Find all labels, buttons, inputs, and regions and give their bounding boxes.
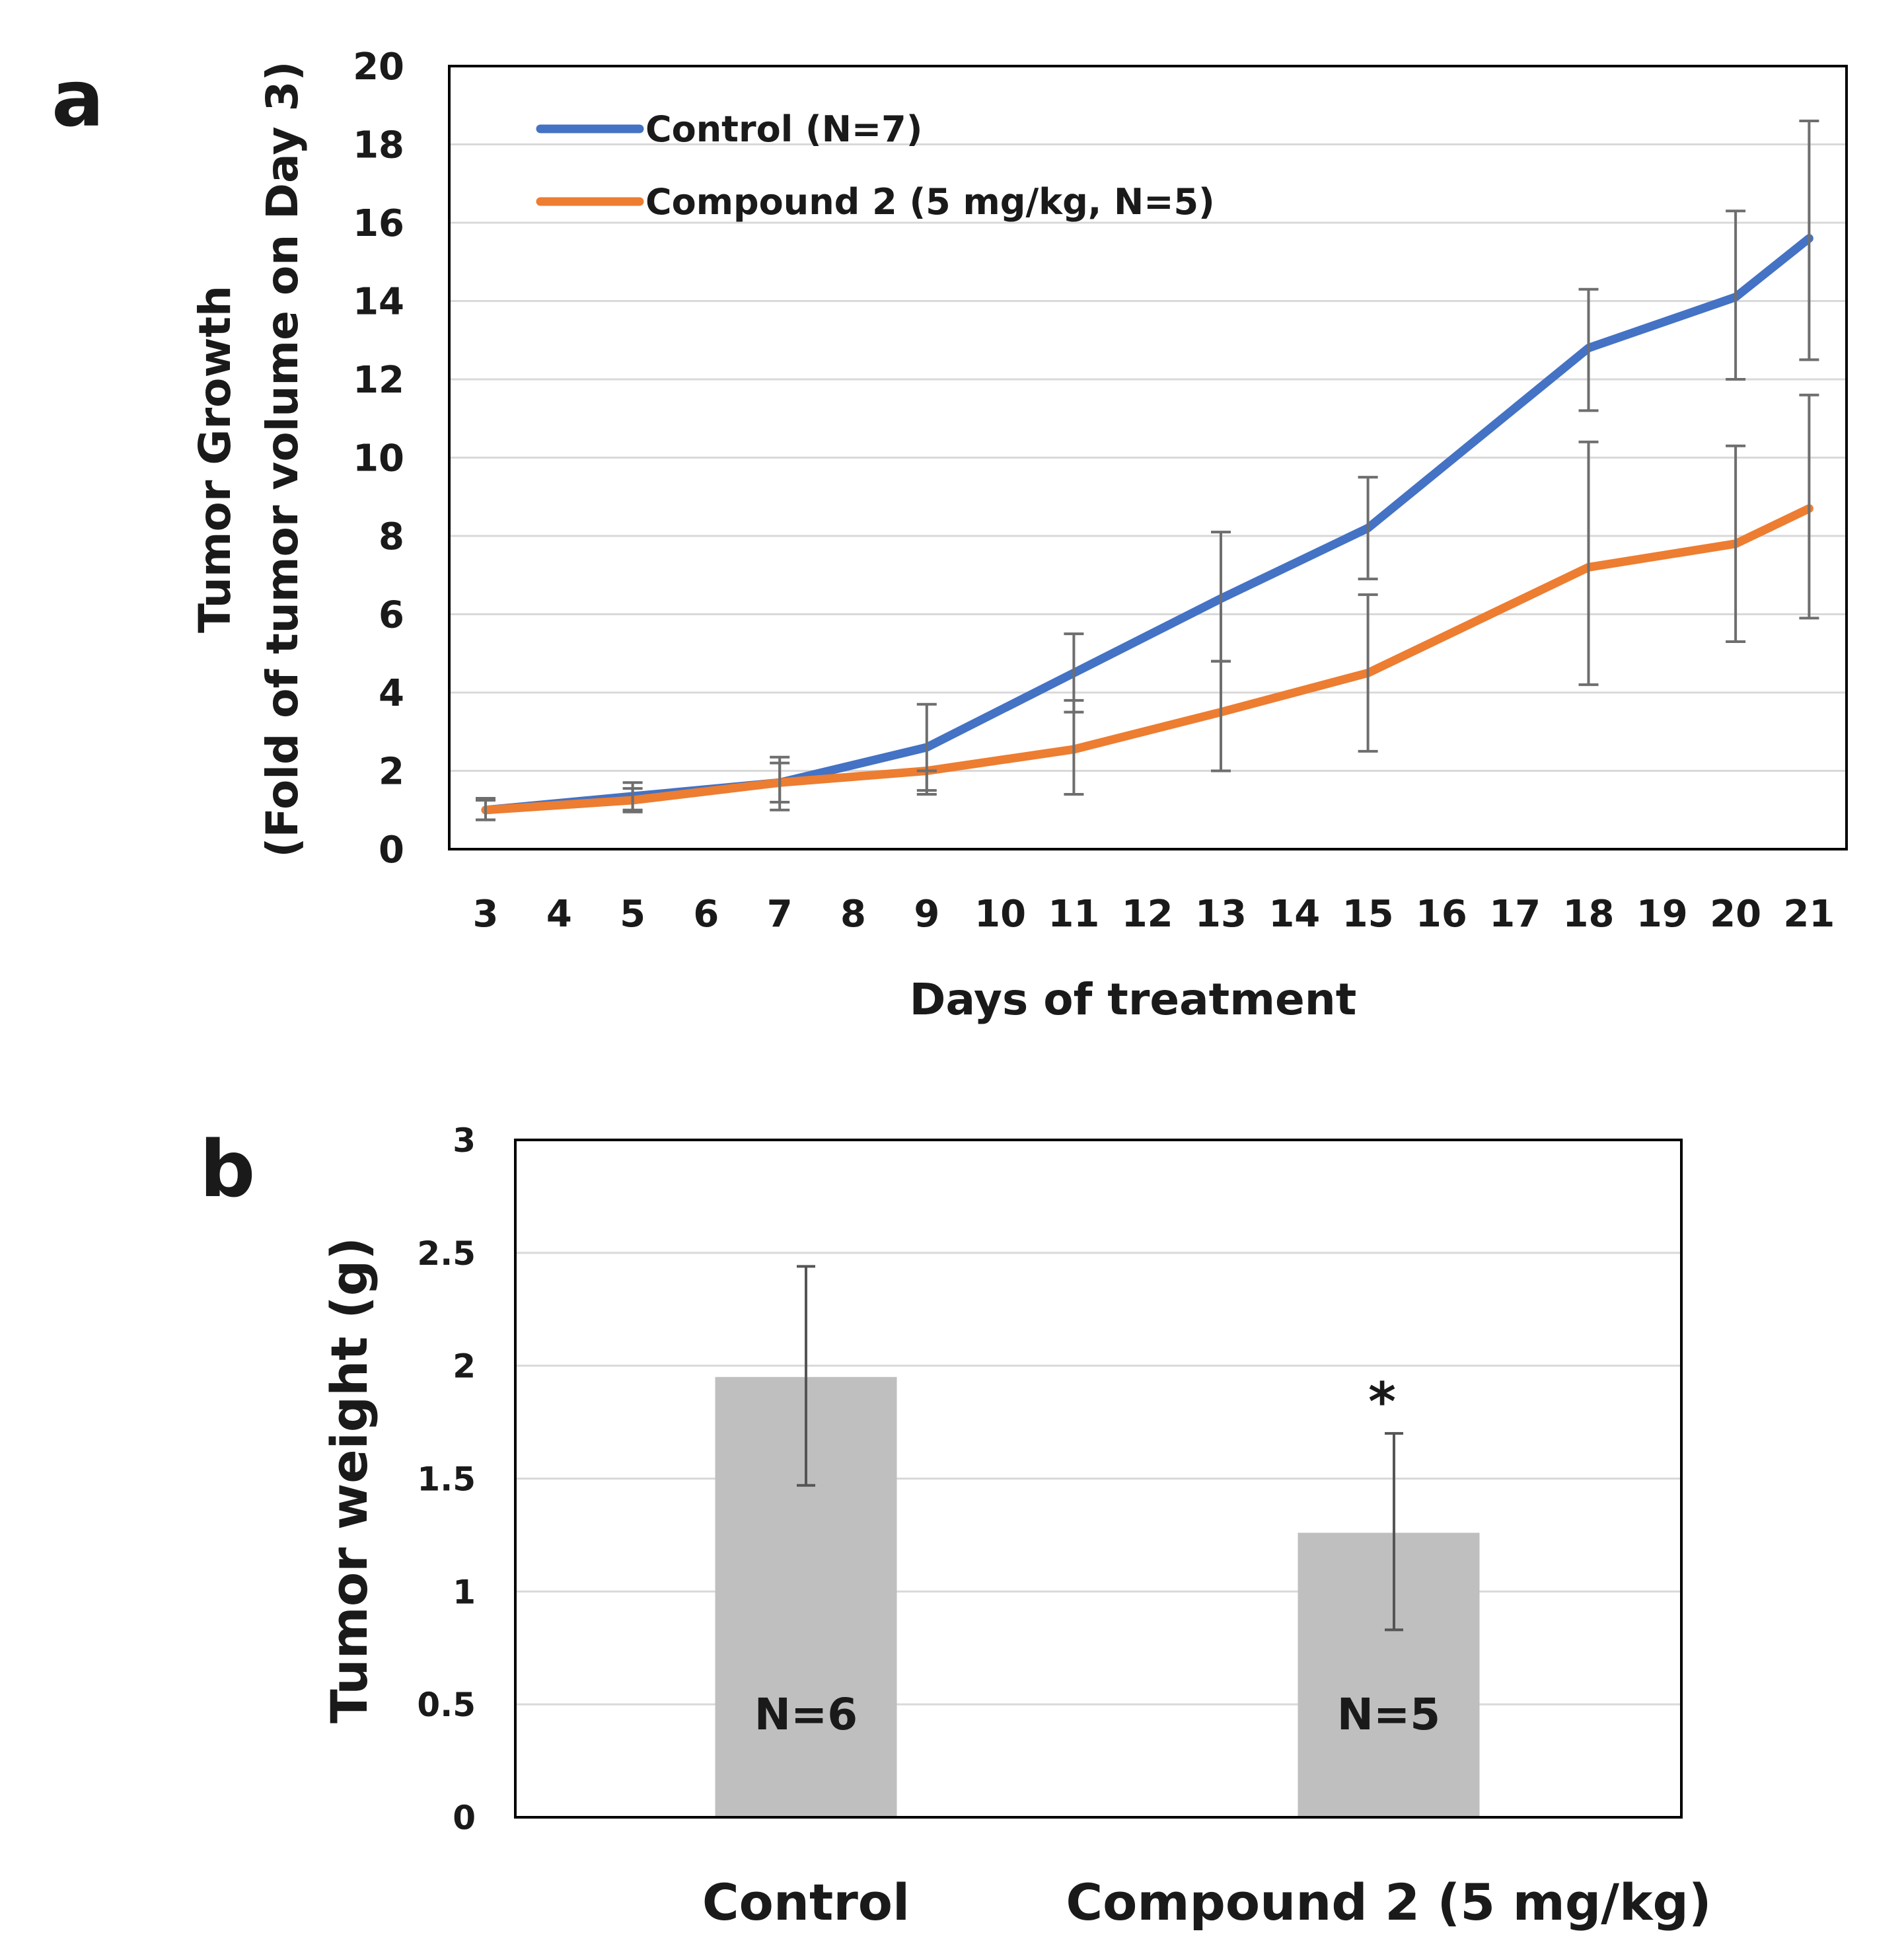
- gridlines-a: [449, 143, 1847, 772]
- y-tick-label-a: 18: [353, 124, 404, 167]
- y-tick-label-a: 0: [379, 829, 404, 872]
- x-tick-label-a: 13: [1195, 893, 1247, 936]
- y-tick-label-a: 6: [379, 594, 404, 637]
- y-tick-label-b: 1: [453, 1573, 476, 1611]
- x-tick-label-a: 7: [767, 893, 793, 936]
- y-tick-label-b: 2: [453, 1347, 476, 1386]
- legend-label-compound: Compound 2 (5 mg/kg, N=5): [645, 181, 1215, 223]
- y-tick-labels-b: 0 0.5 1 1.5 2 2.5 3: [417, 1121, 476, 1837]
- x-tick-label-a: 12: [1122, 893, 1173, 936]
- series-line-compound: [481, 504, 1813, 815]
- error-bars-a: [476, 119, 1819, 821]
- y-tick-label-a: 14: [353, 281, 404, 324]
- y-axis-title-b: Tumor weight (g): [320, 1237, 379, 1723]
- x-tick-label-a: 3: [473, 893, 499, 936]
- x-tick-label-a: 10: [974, 893, 1026, 936]
- category-label-control: Control: [702, 1873, 910, 1932]
- bar-compound: [1298, 1532, 1480, 1817]
- x-tick-label-a: 16: [1416, 893, 1467, 936]
- gridlines-b: [515, 1252, 1681, 1706]
- y-tick-label-a: 10: [353, 437, 404, 480]
- y-tick-label-b: 0.5: [417, 1686, 476, 1724]
- x-tick-label-a: 5: [620, 893, 645, 936]
- series-lines-a: [481, 234, 1813, 815]
- y-tick-label-b: 3: [453, 1121, 476, 1160]
- y-tick-label-a: 8: [379, 515, 404, 558]
- x-tick-label-a: 9: [914, 893, 939, 936]
- significance-star: *: [1368, 1371, 1396, 1433]
- category-labels-b: Control Compound 2 (5 mg/kg): [702, 1873, 1712, 1932]
- legend-a: Control (N=7) Compound 2 (5 mg/kg, N=5): [536, 108, 1215, 223]
- y-axis-title-a-line2: (Fold of tumor volume on Day 3): [257, 61, 308, 857]
- error-bars-b: [797, 1265, 1403, 1632]
- y-axis-title-a-line1: Tumor Growth: [190, 285, 240, 633]
- plot-frame-a: [448, 65, 1848, 850]
- y-tick-label-a: 2: [379, 751, 404, 794]
- bars-b: [715, 1376, 1480, 1817]
- x-tick-label-a: 6: [693, 893, 719, 936]
- x-tick-labels-a: 3 4 5 6 7 8 9 10 11 12 13 14 15 16 17 18 19 20 21: [473, 893, 1835, 936]
- x-tick-label-a: 18: [1563, 893, 1615, 936]
- x-tick-label-a: 21: [1783, 893, 1835, 936]
- panel-label-a: a: [52, 53, 104, 144]
- y-tick-label-a: 12: [353, 359, 404, 402]
- x-axis-title-a: Days of treatment: [910, 974, 1357, 1025]
- x-tick-label-a: 8: [840, 893, 866, 936]
- y-tick-label-b: 0: [453, 1799, 476, 1837]
- series-line-control: [481, 234, 1813, 815]
- x-tick-label-a: 14: [1268, 893, 1320, 936]
- category-label-compound: Compound 2 (5 mg/kg): [1066, 1873, 1711, 1932]
- x-tick-label-a: 20: [1710, 893, 1761, 936]
- y-tick-label-a: 16: [353, 202, 404, 245]
- x-tick-label-a: 17: [1489, 893, 1541, 936]
- y-tick-label-a: 4: [379, 672, 404, 715]
- plot-frame-b: [514, 1139, 1683, 1819]
- bar-n-label: N=5: [1337, 1689, 1440, 1740]
- x-tick-label-a: 4: [546, 893, 572, 936]
- legend-label-control: Control (N=7): [645, 108, 922, 150]
- y-tick-label-a: 20: [353, 46, 404, 89]
- y-tick-label-b: 2.5: [417, 1234, 476, 1273]
- x-tick-label-a: 15: [1342, 893, 1394, 936]
- bar-annotations-b: N=6 N=5 *: [754, 1371, 1440, 1740]
- bar-n-label: N=6: [754, 1689, 858, 1740]
- panel-label-b: b: [200, 1123, 255, 1215]
- x-tick-label-a: 11: [1048, 893, 1099, 936]
- x-tick-label-a: 19: [1636, 893, 1688, 936]
- y-tick-label-b: 1.5: [417, 1460, 476, 1499]
- y-tick-labels-a: 0 2 4 6 8 10 12 14 16 18 20: [353, 46, 404, 872]
